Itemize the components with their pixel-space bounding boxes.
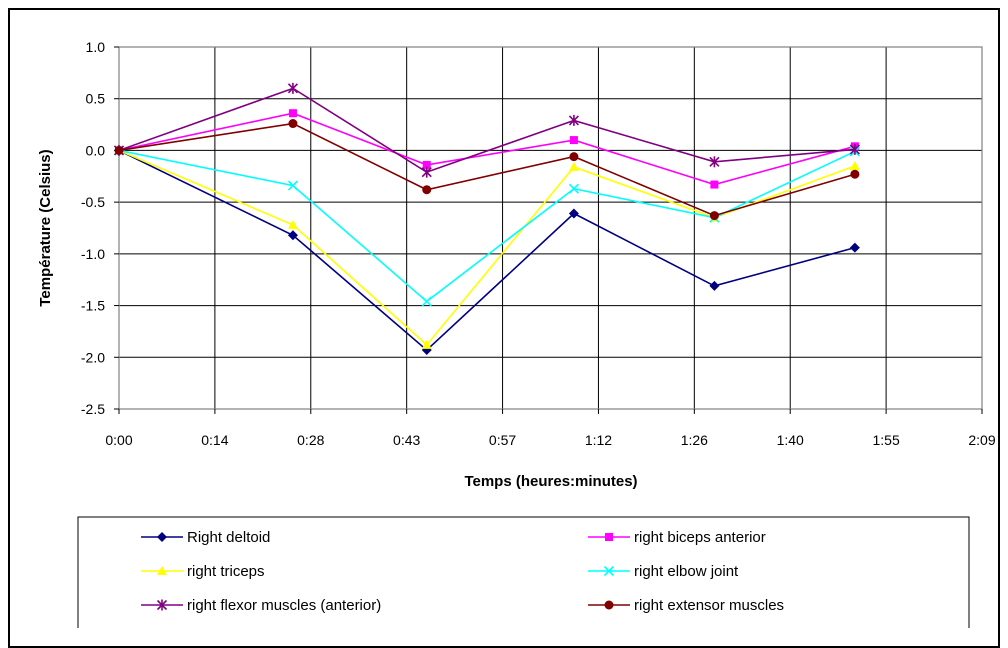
x-tick-label: 0:14 [201,432,228,448]
data-point [710,180,719,189]
legend-item: right biceps anterior [588,529,766,546]
series-line [118,87,855,174]
data-point [421,339,432,349]
data-point [421,166,432,178]
data-point [287,219,298,229]
legend-box [77,516,970,628]
series-line [118,122,856,217]
data-point [157,532,167,542]
y-tick-label: -1.0 [81,246,105,262]
data-point [156,599,168,611]
data-point [287,82,299,94]
legend: Right deltoid right biceps anterior right … [141,529,784,614]
data-point [288,109,297,118]
x-axis-title: Temps (heures:minutes) [464,473,637,490]
data-point [422,160,431,169]
x-tick-label: 0:00 [105,432,132,448]
data-point [421,296,432,307]
data-point [288,119,298,129]
y-tick-label: 0.0 [86,142,106,158]
data-point [568,183,579,194]
x-tick-label: 1:26 [681,432,708,448]
legend-label: right triceps [187,563,265,580]
legend-label: Right deltoid [187,529,270,546]
legend-item: right flexor muscles (anterior) [141,597,381,614]
data-point [287,230,298,241]
y-tick-label: 1.0 [86,39,106,55]
x-tick-label: 2:09 [968,432,995,448]
x-tick-label: 0:57 [489,432,516,448]
x-tick-label: 0:28 [297,432,324,448]
data-point [114,145,124,155]
data-point [709,280,720,291]
data-point [568,161,579,171]
series-line [118,112,856,186]
series-layer [113,82,860,356]
series-line [118,149,856,303]
y-tick-label: -0.5 [81,194,105,210]
data-point [569,152,579,162]
data-point [849,143,860,155]
y-tick-label: -1.5 [81,298,105,314]
legend-label: right flexor muscles (anterior) [187,597,381,614]
data-point [709,211,719,221]
y-tick-label: 0.5 [86,91,106,107]
y-axis-title: Température (Celsius) [37,149,54,306]
x-tick-label: 0:43 [393,432,420,448]
series-right-elbow-joint [113,145,860,307]
series-line [118,149,856,347]
grid [119,47,982,409]
legend-item: right elbow joint [588,563,739,580]
legend-item: right extensor muscles [588,597,784,614]
legend-label: right extensor muscles [634,597,784,614]
axis-ticks: 0:00 0:14 0:28 0:43 0:57 1:12 1:26 1:40 1:55 2:09… [81,39,996,448]
series-right-extensor-muscles [114,119,860,221]
data-point [604,600,614,610]
x-tick-label: 1:55 [872,432,899,448]
legend-item: right triceps [141,563,265,580]
x-tick-label: 1:40 [777,432,804,448]
y-tick-label: -2.5 [81,401,105,417]
data-point [568,114,579,126]
chart-svg: 0:00 0:14 0:28 0:43 0:57 1:12 1:26 1:40 1:55 2:09… [37,39,996,628]
data-point [568,208,579,219]
data-point [605,533,613,541]
data-point [849,242,860,253]
series-right-flexor-muscles-anterior [113,82,860,178]
data-point [569,136,578,145]
legend-item: Right deltoid [141,529,270,546]
legend-label: right elbow joint [634,563,739,580]
x-tick-label: 1:12 [585,432,612,448]
data-point [709,156,720,168]
series-right-deltoid [114,145,860,356]
data-point [287,180,299,191]
data-point [850,169,860,179]
data-point [603,565,615,577]
y-tick-label: -2.0 [81,349,105,365]
plot-area-border [118,46,983,410]
series-line [118,149,856,352]
legend-label: right biceps anterior [634,529,766,546]
data-point [157,566,167,575]
data-point [849,160,860,170]
data-point [422,185,432,195]
